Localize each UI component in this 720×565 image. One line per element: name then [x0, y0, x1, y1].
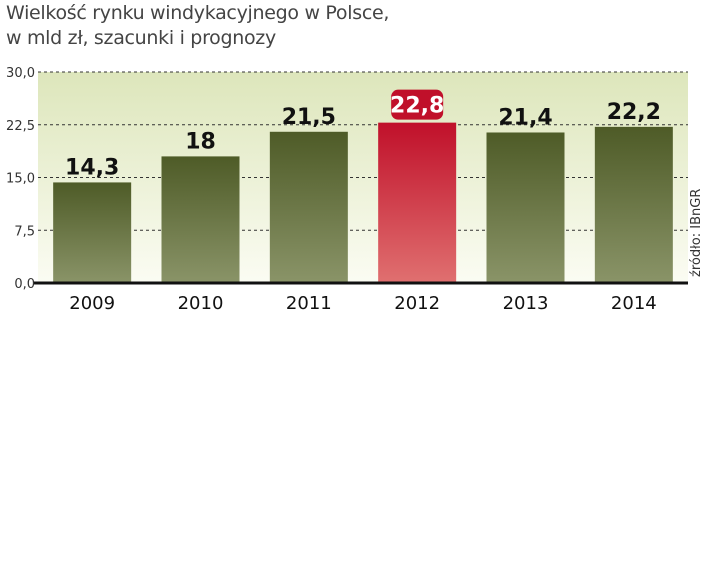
y-tick-label: 7,5: [14, 224, 35, 239]
bar-2009: [53, 182, 132, 283]
bar-2013: [486, 132, 565, 283]
x-tick-label-2011: 2011: [286, 293, 332, 314]
highlight-value-badge: [391, 89, 444, 120]
source-note: źródło: IBnGR: [689, 189, 704, 277]
value-label-2011: 21,5: [282, 105, 336, 130]
bar-2010: [161, 156, 240, 283]
value-label-2009: 14,3: [65, 155, 119, 180]
y-tick-label: 22,5: [6, 119, 35, 134]
value-label-2012: 22,8: [390, 94, 444, 119]
y-tick-label: 30,0: [6, 66, 35, 81]
bars: [53, 122, 673, 283]
y-tick-label: 15,0: [6, 172, 35, 187]
bar-2012: [378, 122, 457, 283]
y-tick-label: 0,0: [14, 277, 35, 292]
bar-2014: [594, 126, 673, 283]
value-label-2014: 22,2: [607, 100, 661, 125]
x-tick-label-2013: 2013: [503, 293, 549, 314]
value-label-2010: 18: [185, 129, 216, 154]
bar-chart: 0,0 7,5 15,0 22,5 30,0 14,3 2009 18 2010 21,5 2011…: [6, 66, 704, 314]
x-tick-label-2012: 2012: [394, 293, 440, 314]
bar-2011: [269, 131, 348, 283]
grid-lines: [38, 71, 688, 231]
chart-title-line-1: Wielkość rynku windykacyjnego w Polsce,: [6, 2, 390, 24]
x-tick-label-2010: 2010: [178, 293, 224, 314]
value-label-2013: 21,4: [498, 105, 552, 130]
chart-title-line-2: w mld zł, szacunki i prognozy: [6, 27, 276, 49]
labels: 0,0 7,5 15,0 22,5 30,0 14,3 2009 18 2010 21,5 2011…: [6, 66, 661, 314]
x-tick-label-2014: 2014: [611, 293, 657, 314]
x-tick-label-2009: 2009: [69, 293, 115, 314]
